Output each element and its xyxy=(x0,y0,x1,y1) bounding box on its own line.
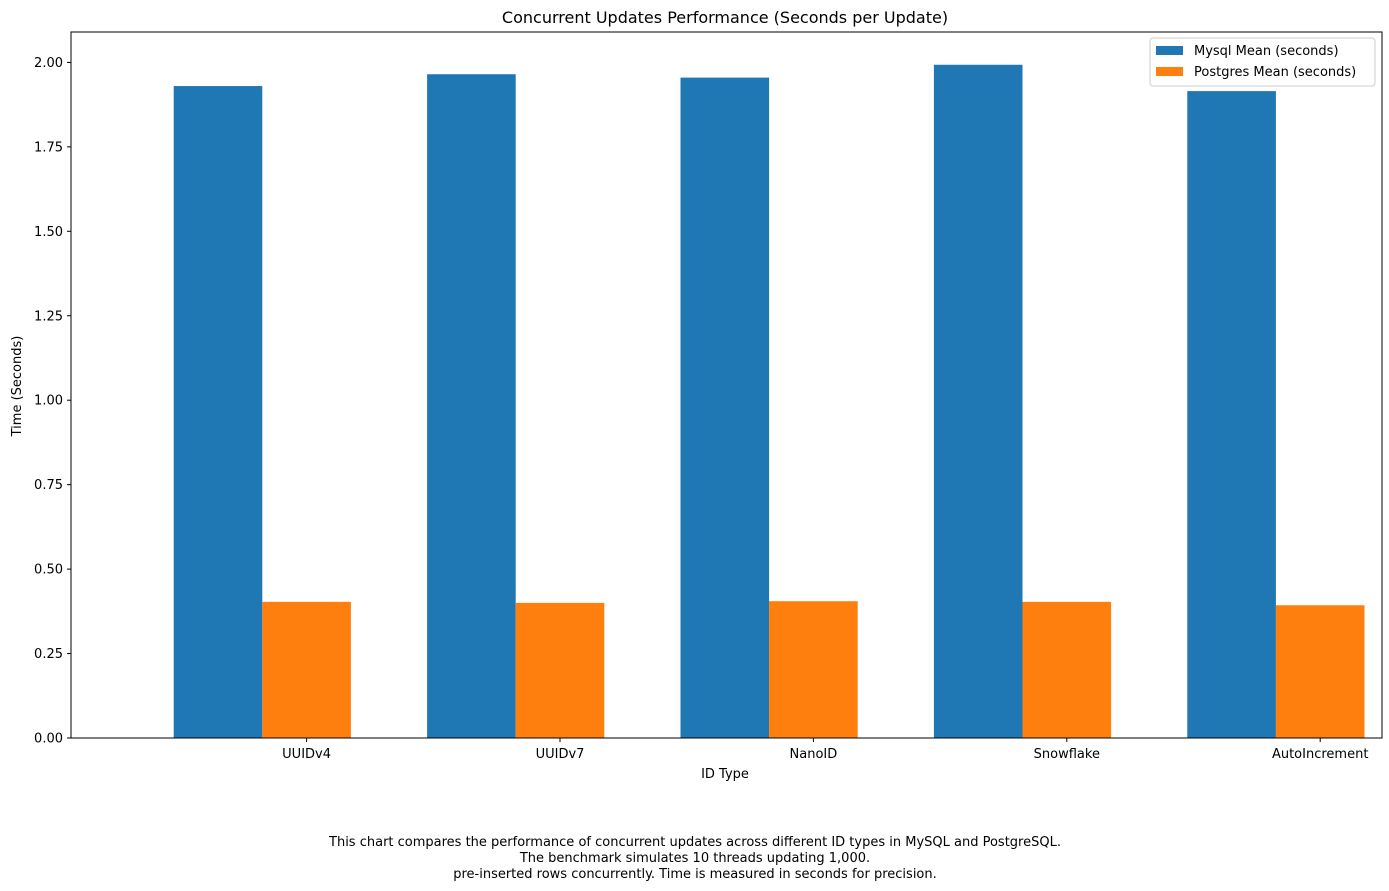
postgres-bar-autoincrement xyxy=(1275,605,1365,738)
legend-label: Mysql Mean (seconds) xyxy=(1194,44,1339,59)
postgres-bar-uuidv4 xyxy=(262,601,351,738)
y-tick-label: 2.00 xyxy=(34,56,63,71)
caption-line-1: This chart compares the performance of c… xyxy=(328,835,1061,850)
postgres-bar-snowflake xyxy=(1022,601,1112,738)
chart-title: Concurrent Updates Performance (Seconds … xyxy=(502,8,948,27)
chart-caption: This chart compares the performance of c… xyxy=(328,835,1061,882)
x-tick-label: AutoIncrement xyxy=(1272,747,1368,762)
y-tick-label: 0.00 xyxy=(34,732,63,747)
postgres-bar-nanoid xyxy=(769,601,858,738)
x-tick-label: UUIDv7 xyxy=(536,747,585,762)
caption-line-2: The benchmark simulates 10 threads updat… xyxy=(519,851,870,866)
caption-line-3: pre-inserted rows concurrently. Time is … xyxy=(453,867,937,882)
y-tick-label: 0.25 xyxy=(34,647,63,662)
postgres-bar-uuidv7 xyxy=(515,602,605,738)
plot-frame xyxy=(70,31,1383,739)
mysql-bar-snowflake xyxy=(933,64,1023,739)
mysql-bar-autoincrement xyxy=(1187,91,1276,739)
mysql-bar-uuidv4 xyxy=(173,86,263,738)
x-tick-label: Snowflake xyxy=(1034,747,1100,762)
mysql-bar-nanoid xyxy=(680,77,770,739)
y-tick-label: 0.50 xyxy=(34,563,63,578)
x-tick-label: NanoID xyxy=(790,747,838,762)
x-axis: UUIDv4 UUIDv7 NanoID Snowflake AutoIncrement xyxy=(282,738,1368,762)
y-tick-label: 1.75 xyxy=(34,140,63,155)
legend-label: Postgres Mean (seconds) xyxy=(1194,65,1356,80)
y-tick-label: 0.75 xyxy=(34,478,63,493)
mysql-bar-uuidv7 xyxy=(427,74,516,739)
y-axis-label: Time (Seconds) xyxy=(10,336,25,438)
legend: Mysql Mean (seconds) Postgres Mean (secon… xyxy=(1149,37,1376,87)
plot-area xyxy=(70,31,1383,739)
y-tick-label: 1.50 xyxy=(34,225,63,240)
legend-box xyxy=(1149,37,1376,87)
y-tick-label: 1.25 xyxy=(34,309,63,324)
legend-swatch xyxy=(1156,67,1183,76)
x-axis-label: ID Type xyxy=(701,767,749,782)
y-axis: 0.00 0.25 0.50 0.75 1.00 1.25 1.50 1.75 2.00 xyxy=(34,56,71,747)
y-tick-label: 1.00 xyxy=(34,394,63,409)
legend-swatch xyxy=(1156,46,1183,55)
x-tick-label: UUIDv4 xyxy=(282,747,331,762)
